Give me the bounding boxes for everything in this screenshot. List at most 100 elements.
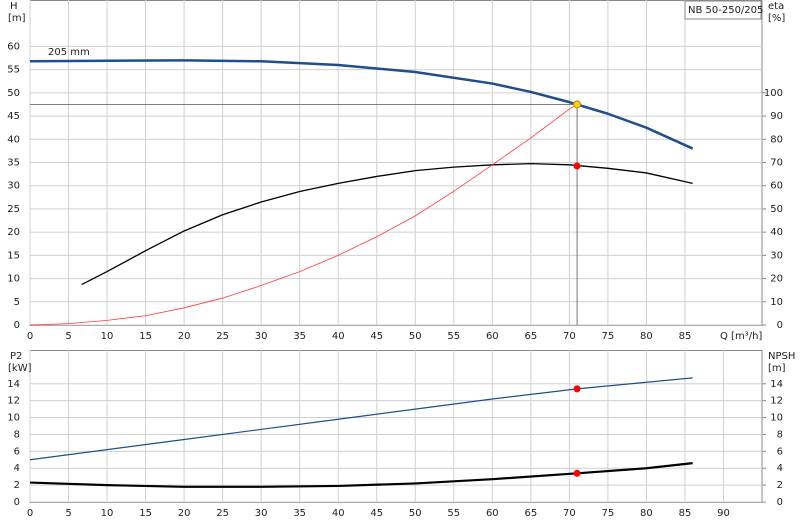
x-tick-label: 60 bbox=[486, 331, 499, 342]
y2-tick-label: 6 bbox=[777, 446, 783, 457]
x-tick-label: 65 bbox=[524, 508, 537, 519]
y-axis-title: H bbox=[10, 1, 18, 12]
operating-point bbox=[573, 162, 581, 170]
y-tick-label: 10 bbox=[7, 274, 20, 285]
y2-tick-label: 30 bbox=[770, 250, 783, 261]
y2-tick-label: 2 bbox=[777, 480, 783, 491]
x-tick-label: 50 bbox=[409, 508, 422, 519]
y-tick-label: 12 bbox=[7, 396, 20, 407]
y-tick-label: 2 bbox=[14, 480, 20, 491]
x-tick-label: 20 bbox=[178, 331, 191, 342]
y-axis-unit: [kW] bbox=[8, 363, 32, 374]
x-tick-label: 55 bbox=[447, 331, 460, 342]
y-tick-label: 5 bbox=[14, 297, 20, 308]
x-tick-label: 80 bbox=[640, 331, 653, 342]
x-tick-label: 85 bbox=[679, 331, 692, 342]
y-tick-label: 55 bbox=[7, 65, 20, 76]
legend-box bbox=[684, 0, 762, 20]
y-tick-label: 4 bbox=[14, 463, 20, 474]
curve bbox=[81, 163, 693, 286]
x-tick-label: 0 bbox=[27, 331, 33, 342]
operating-point bbox=[573, 100, 582, 109]
y-tick-label: 14 bbox=[7, 379, 20, 390]
x-tick-label: 35 bbox=[293, 508, 306, 519]
y2-tick-label: 10 bbox=[770, 297, 783, 308]
y-tick-label: 60 bbox=[7, 41, 20, 52]
x-axis-title: Q [m³/h] bbox=[720, 331, 762, 342]
y-tick-label: 25 bbox=[7, 204, 20, 215]
x-tick-label: 55 bbox=[447, 508, 460, 519]
y2-axis-title: eta bbox=[768, 1, 784, 12]
y2-tick-label: 40 bbox=[770, 227, 783, 238]
y-axis-unit: [m] bbox=[8, 13, 26, 24]
y2-tick-label: 4 bbox=[777, 463, 783, 474]
y2-tick-label: 100 bbox=[764, 88, 783, 99]
y-tick-label: 40 bbox=[7, 134, 20, 145]
x-tick-label: 45 bbox=[370, 331, 383, 342]
x-tick-label: 5 bbox=[65, 508, 71, 519]
x-tick-label: 70 bbox=[563, 508, 576, 519]
y2-tick-label: 50 bbox=[770, 204, 783, 215]
y2-tick-label: 80 bbox=[770, 134, 783, 145]
y2-tick-label: 70 bbox=[770, 158, 783, 169]
x-tick-label: 40 bbox=[332, 331, 345, 342]
y2-axis-title: NPSH bbox=[768, 351, 795, 362]
y2-tick-label: 12 bbox=[770, 396, 783, 407]
curve bbox=[29, 59, 694, 150]
y2-axis-unit: [%] bbox=[768, 13, 785, 24]
x-tick-label: 25 bbox=[216, 331, 229, 342]
x-tick-label: 15 bbox=[139, 331, 152, 342]
y2-tick-label: 14 bbox=[770, 379, 783, 390]
y-axis-title: P2 bbox=[10, 351, 22, 362]
y2-tick-label: 0 bbox=[777, 497, 783, 508]
x-tick-label: 75 bbox=[602, 508, 615, 519]
x-tick-label: 65 bbox=[524, 331, 537, 342]
y2-tick-label: 0 bbox=[777, 320, 783, 331]
x-tick-label: 0 bbox=[27, 508, 33, 519]
x-tick-label: 30 bbox=[255, 508, 268, 519]
y2-tick-label: 10 bbox=[770, 413, 783, 424]
x-tick-label: 10 bbox=[101, 508, 114, 519]
y-tick-label: 50 bbox=[7, 88, 20, 99]
y-tick-label: 0 bbox=[14, 497, 20, 508]
curve bbox=[29, 104, 578, 326]
x-tick-label: 70 bbox=[563, 331, 576, 342]
x-tick-label: 85 bbox=[679, 508, 692, 519]
x-tick-label: 90 bbox=[717, 508, 730, 519]
curve bbox=[29, 377, 693, 461]
operating-point bbox=[573, 469, 581, 477]
plot-area bbox=[29, 350, 763, 503]
y-tick-label: 45 bbox=[7, 111, 20, 122]
x-tick-label: 15 bbox=[139, 508, 152, 519]
x-tick-label: 45 bbox=[370, 508, 383, 519]
y-tick-label: 20 bbox=[7, 227, 20, 238]
y2-tick-label: 20 bbox=[770, 274, 783, 285]
y-tick-label: 35 bbox=[7, 158, 20, 169]
x-tick-label: 75 bbox=[602, 331, 615, 342]
y-tick-label: 10 bbox=[7, 413, 20, 424]
x-tick-label: 10 bbox=[101, 331, 114, 342]
x-tick-label: 20 bbox=[178, 508, 191, 519]
curve-annotation: 205 mm bbox=[48, 47, 90, 58]
x-tick-label: 30 bbox=[255, 331, 268, 342]
y-tick-label: 8 bbox=[14, 429, 20, 440]
y2-tick-label: 60 bbox=[770, 181, 783, 192]
curve bbox=[29, 462, 693, 488]
x-tick-label: 80 bbox=[640, 508, 653, 519]
x-tick-label: 60 bbox=[486, 508, 499, 519]
x-tick-label: 5 bbox=[65, 331, 71, 342]
y2-axis-unit: [m] bbox=[768, 363, 786, 374]
x-tick-label: 50 bbox=[409, 331, 422, 342]
y2-tick-label: 90 bbox=[770, 111, 783, 122]
y-tick-label: 6 bbox=[14, 446, 20, 457]
x-tick-label: 35 bbox=[293, 331, 306, 342]
x-tick-label: 40 bbox=[332, 508, 345, 519]
y-tick-label: 0 bbox=[14, 320, 20, 331]
x-tick-label: 25 bbox=[216, 508, 229, 519]
y2-tick-label: 8 bbox=[777, 429, 783, 440]
legend-text: NB 50-250/205 bbox=[688, 5, 763, 16]
y-tick-label: 30 bbox=[7, 181, 20, 192]
operating-point bbox=[573, 385, 581, 393]
y-tick-label: 15 bbox=[7, 250, 20, 261]
